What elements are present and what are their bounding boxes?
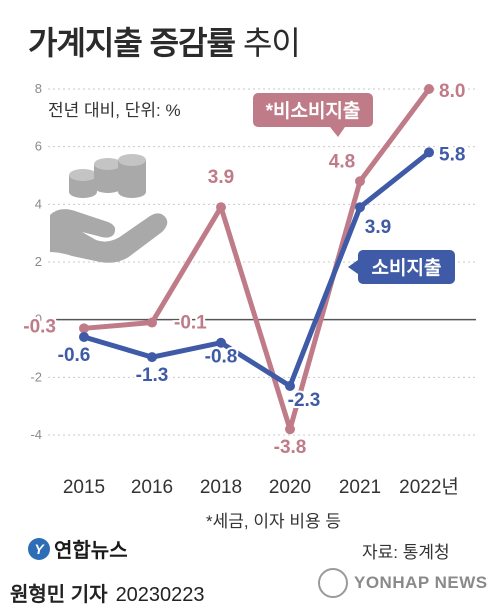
data-label: -0.8 — [205, 347, 238, 368]
series-line — [81, 86, 432, 432]
title-main: 가계지출 증감률 — [28, 25, 236, 61]
x-tick-label: 2015 — [63, 477, 105, 498]
y-tick-label: -2 — [30, 369, 42, 384]
data-label: -3.8 — [274, 437, 307, 458]
legend-label: 소비지출 — [372, 257, 442, 279]
data-labels: -0.3 -0.1 3.9 -3.8 4.8 8.0 -0.6 -1.3 -0.8 -2.3 3.9… — [21, 79, 467, 460]
data-label: -2.3 — [288, 390, 321, 411]
footnote: *세금, 이자 비용 등 — [206, 512, 341, 531]
y-tick-label: 6 — [35, 139, 42, 154]
yonhap-logo: Y 연합뉴스 — [28, 534, 128, 563]
x-tick-labels: 2015 2016 2018 2020 2021 2022년 — [63, 476, 459, 498]
coins-hand-icon — [50, 154, 168, 263]
x-tick-label: 2020 — [269, 477, 311, 498]
author-name: 원형민 기자 — [10, 584, 108, 606]
y-tick-label: 2 — [35, 254, 42, 269]
unit-note: 전년 대비, 단위: % — [48, 101, 181, 120]
data-point — [285, 424, 295, 435]
data-label: 3.9 — [365, 217, 391, 238]
x-tick-label: 2016 — [131, 477, 173, 498]
legend-pointer — [330, 127, 345, 137]
data-point — [424, 147, 434, 158]
x-tick-label: 2018 — [200, 477, 242, 498]
data-label: -0.3 — [23, 316, 56, 337]
data-label: -1.3 — [136, 365, 169, 386]
x-tick-label: 2021 — [339, 477, 381, 498]
series-lines — [79, 84, 434, 435]
data-point — [79, 331, 89, 342]
series-line — [81, 149, 432, 389]
data-label: 8.0 — [439, 81, 465, 102]
y-tick-label: 4 — [35, 196, 42, 211]
data-point — [147, 317, 157, 328]
chart-title: 가계지출 증감률 추이 — [28, 18, 301, 64]
y-tick-label: 0 — [35, 312, 42, 327]
watermark-text: YONHAP NEWS — [354, 573, 488, 592]
legend-box — [253, 93, 373, 127]
data-point — [79, 323, 89, 334]
logo-text: 연합뉴스 — [54, 540, 128, 562]
watermark-logo-icon — [318, 568, 348, 598]
title-sub: 추이 — [242, 25, 301, 61]
legend-pointer — [348, 260, 358, 274]
data-label: -0.6 — [58, 345, 91, 366]
author-date: 20230223 — [115, 584, 205, 606]
watermark: YONHAP NEWS — [318, 568, 488, 598]
data-point — [147, 352, 157, 363]
y-tick-label: -4 — [30, 427, 42, 442]
data-label: 3.9 — [208, 167, 234, 188]
legend-label: *비소비지출 — [266, 100, 361, 122]
logo-mark-icon: Y — [28, 537, 50, 560]
source-note: 자료: 통계청 — [362, 543, 450, 562]
data-point — [216, 337, 226, 348]
y-tick-label: 8 — [35, 81, 42, 96]
y-tick-labels: 8 6 4 2 0 -2 -4 — [30, 81, 42, 442]
x-tick-label: 2022년 — [399, 476, 459, 498]
data-point — [355, 176, 365, 187]
data-point — [285, 380, 295, 391]
data-point — [355, 202, 365, 213]
data-label: 5.8 — [439, 144, 465, 165]
data-label: -0.1 — [174, 313, 207, 334]
author-credit: 원형민 기자 20230223 — [10, 578, 205, 607]
data-point — [216, 202, 226, 213]
data-point — [424, 84, 434, 94]
legend-box — [358, 250, 455, 284]
data-label: 4.8 — [329, 151, 355, 172]
